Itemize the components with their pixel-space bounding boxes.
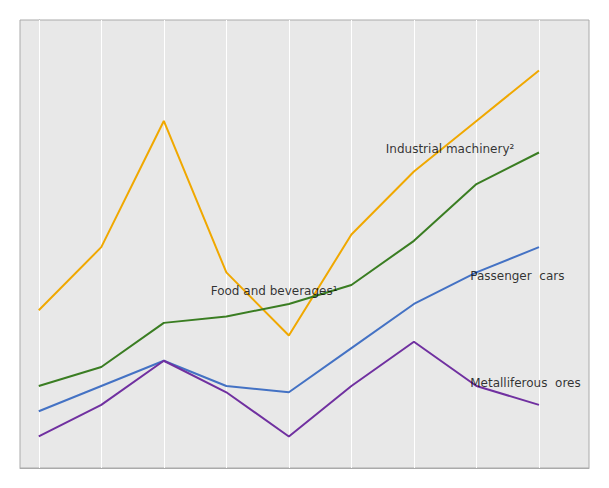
svg-text:Industrial machinery²: Industrial machinery² (386, 142, 515, 156)
svg-text:Passenger cars: Passenger cars (470, 269, 564, 283)
svg-text:Food and beverages¹: Food and beverages¹ (211, 284, 338, 298)
svg-text:Metalliferous ores: Metalliferous ores (470, 376, 581, 390)
